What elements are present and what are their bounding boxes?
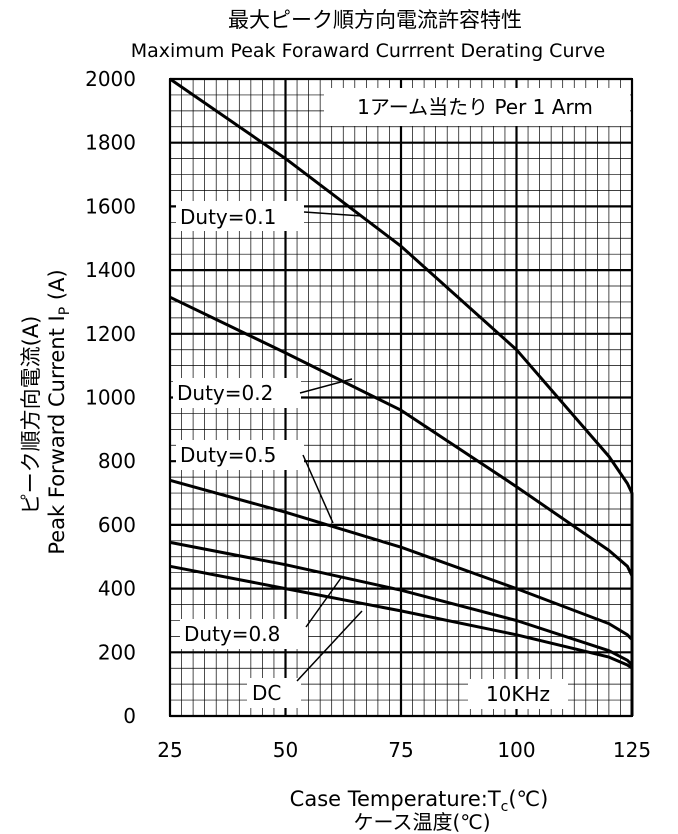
x-tick-label: 125 [613, 738, 651, 762]
chart-subtitle: Maximum Peak Foraward Currrent Derating … [131, 40, 605, 62]
duty-0.8-label-box [180, 619, 308, 649]
y-axis-title: Peak Forward Current IP (A) [45, 269, 73, 554]
series-line-1 [169, 295, 634, 716]
freq-annotation-box [468, 679, 568, 709]
plot-frame [169, 78, 633, 717]
x-tick-label: 75 [388, 738, 413, 762]
duty-0.2-label-box [173, 378, 301, 408]
duty-0.5-leader [302, 454, 334, 524]
arm-annotation-box [324, 88, 630, 126]
x-axis-title-jp: ケース温度(℃) [353, 810, 490, 834]
y-tick-labels: 0 200 400 600 800 1000 1200 1400 1600 1800 2000 [85, 67, 136, 728]
y-tick-label: 0 [123, 704, 136, 728]
series-line-3 [169, 540, 634, 667]
freq-annotation: 10KHz [486, 682, 550, 706]
x-tick-label: 50 [273, 738, 298, 762]
y-tick-label: 2000 [85, 67, 136, 91]
y-tick-label: 1200 [85, 322, 136, 346]
x-tick-label: 100 [497, 738, 535, 762]
duty-0.8-leader [305, 577, 342, 628]
x-axis-title: Case Temperature:Tc(℃) [290, 787, 549, 815]
y-tick-label: 1600 [85, 194, 136, 218]
arm-annotation: 1アーム当たり Per 1 Arm [357, 95, 593, 119]
series-line-2 [169, 478, 634, 716]
y-tick-label: 400 [98, 577, 136, 601]
duty-0.2-leader [299, 378, 353, 394]
duty-0.1-label: Duty=0.1 [180, 205, 276, 229]
series-line-0 [169, 77, 634, 716]
y-tick-label: 800 [98, 449, 136, 473]
dc-label: DC [252, 681, 281, 705]
y-tick-label: 200 [98, 640, 136, 664]
chart-title: 最大ピーク順方向電流許容特性 [228, 8, 522, 32]
y-tick-label: 600 [98, 513, 136, 537]
dc-leader [296, 610, 363, 682]
duty-0.1-leader [303, 211, 363, 217]
duty-0.5-label: Duty=0.5 [180, 443, 276, 467]
series-line-4 [169, 564, 633, 670]
duty-0.2-label: Duty=0.2 [177, 381, 273, 405]
y-tick-label: 1400 [85, 258, 136, 282]
x-tick-labels: 25 50 75 100 125 [157, 738, 651, 762]
y-tick-label: 1000 [85, 386, 136, 410]
dc-label-box [247, 678, 301, 708]
x-tick-label: 25 [157, 738, 182, 762]
duty-0.5-label-box [176, 440, 304, 470]
y-tick-label: 1800 [85, 131, 136, 155]
duty-0.1-label-box [176, 201, 304, 231]
series-lines [169, 77, 634, 716]
duty-0.8-label: Duty=0.8 [184, 622, 280, 646]
y-axis-title-jp: ピーク順方向電流(A) [19, 316, 43, 515]
